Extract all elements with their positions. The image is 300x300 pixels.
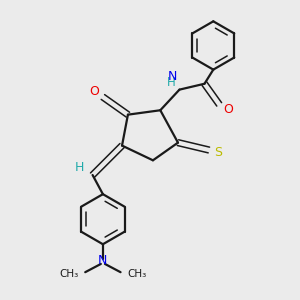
Text: N: N — [167, 70, 177, 83]
Text: H: H — [75, 161, 84, 174]
Text: H: H — [167, 76, 176, 89]
Text: S: S — [214, 146, 222, 159]
Text: CH₃: CH₃ — [59, 269, 78, 279]
Text: O: O — [89, 85, 99, 98]
Text: N: N — [98, 254, 108, 267]
Text: O: O — [223, 103, 233, 116]
Text: CH₃: CH₃ — [127, 269, 147, 279]
